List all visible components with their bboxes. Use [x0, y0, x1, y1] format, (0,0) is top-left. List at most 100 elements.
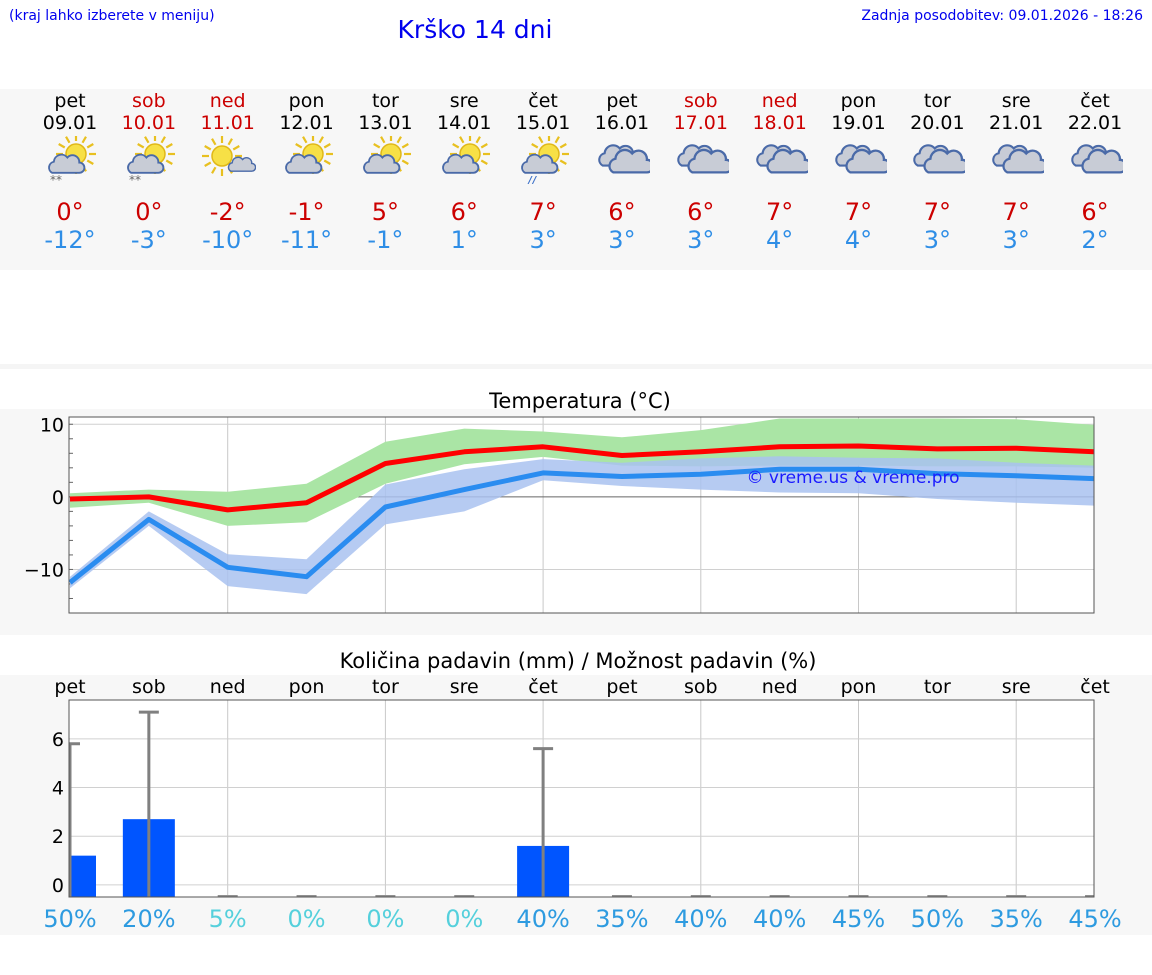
day-date: 12.01: [279, 112, 334, 134]
precip-bar: [69, 855, 96, 897]
precip-day-label: ned: [210, 676, 246, 698]
last-update: Zadnja posodobitev: 09.01.2026 - 18:26: [861, 8, 1143, 24]
watermark: © vreme.us & vreme.pro: [746, 468, 959, 488]
day-date: 14.01: [437, 112, 492, 134]
day-date: 18.01: [752, 112, 807, 134]
day-date: 11.01: [200, 112, 255, 134]
day-name: sre: [1001, 90, 1031, 112]
temp-max: 6°: [450, 198, 478, 226]
temp-min: 4°: [766, 226, 794, 254]
precip-day-label: tor: [372, 676, 399, 698]
precip-day-label: čet: [528, 676, 558, 698]
temperature-series-group: [69, 418, 1094, 595]
precip-day-label: pon: [841, 676, 877, 698]
temp-min: 3°: [608, 226, 636, 254]
day-name: tor: [371, 90, 399, 112]
precip-day-label: sob: [132, 676, 166, 698]
day-name: sre: [449, 90, 479, 112]
temp-max: 5°: [371, 198, 400, 226]
day-date: 16.01: [594, 112, 650, 134]
daily-forecast-strip: [0, 89, 1152, 270]
precip-probability: 35%: [595, 905, 648, 933]
temp-max: 7°: [766, 198, 794, 226]
day-name: pon: [288, 90, 325, 112]
day-name: čet: [528, 90, 558, 112]
precip-day-label: ned: [762, 676, 798, 698]
precip-day-label: pet: [606, 676, 637, 698]
temp-max: -1°: [288, 198, 325, 226]
partly-sunny-snow-icon: **: [126, 136, 175, 184]
precip-probability: 40%: [753, 905, 806, 933]
temp-max: 0°: [56, 198, 84, 226]
temperature-y-tick: −10: [24, 559, 64, 581]
temperature-chart-title: Temperatura (°C): [488, 389, 671, 413]
max-temp-line: [69, 443, 1094, 513]
temp-max: 6°: [608, 198, 636, 226]
precip-probability: 20%: [122, 905, 175, 933]
temp-max: 7°: [529, 198, 557, 226]
cloudy-icon: [834, 144, 887, 174]
charts-area: Temperatura (°C) −10 0 10 © vreme.us & vreme…: [0, 389, 1152, 935]
cloudy-icon: [598, 144, 650, 174]
precip-day-label: sre: [1002, 676, 1031, 698]
day-name: sob: [132, 90, 166, 112]
temp-min: 3°: [923, 226, 951, 254]
precip-probability: 0%: [366, 905, 404, 933]
precip-probability: 50%: [911, 905, 964, 933]
precip-probability: 5%: [209, 905, 247, 933]
day-date: 17.01: [673, 112, 728, 134]
day-date: 13.01: [358, 112, 413, 134]
temp-min: -1°: [367, 226, 404, 254]
precip-probability: 40%: [516, 905, 569, 933]
temp-max: 6°: [1081, 198, 1109, 226]
partly-sunny-icon: [442, 136, 491, 174]
partly-sunny-icon: [284, 136, 333, 174]
precip-y-tick: 2: [52, 826, 64, 848]
precip-day-label: sre: [450, 676, 479, 698]
temp-max: 7°: [923, 198, 951, 226]
precip-probability: 40%: [674, 905, 727, 933]
day-name: pon: [840, 90, 877, 112]
temp-max: 0°: [135, 198, 163, 226]
day-date: 21.01: [988, 112, 1044, 134]
precip-probability: 50%: [43, 905, 96, 933]
temperature-y-tick: 0: [52, 487, 64, 509]
precip-probability: 0%: [445, 905, 483, 933]
temp-min: -3°: [130, 226, 167, 254]
precip-chart-title: Količina padavin (mm) / Možnost padavin …: [340, 649, 817, 673]
temp-min: -11°: [280, 226, 333, 254]
precip-y-tick: 4: [52, 778, 64, 800]
divider: [0, 364, 1152, 369]
temp-max: 7°: [844, 198, 873, 226]
day-date: 15.01: [515, 112, 571, 134]
min-temp-line: [69, 466, 1094, 585]
day-name: tor: [923, 90, 951, 112]
temp-min: 1°: [450, 226, 478, 254]
day-name: pet: [54, 90, 86, 112]
cloudy-icon: [677, 144, 729, 174]
precip-probability: 45%: [1068, 905, 1121, 933]
temp-max: 7°: [1002, 198, 1030, 226]
precip-probability: 0%: [288, 905, 326, 933]
temp-min: 3°: [529, 226, 557, 254]
cloudy-icon: [755, 144, 808, 174]
cloudy-icon: [913, 144, 966, 174]
temp-min: 4°: [844, 226, 873, 254]
day-date: 22.01: [1067, 112, 1123, 134]
day-name: sob: [684, 90, 718, 112]
precip-series-group: [69, 710, 1094, 897]
temp-min: 3°: [1002, 226, 1030, 254]
sunny-small-cloud-icon: [201, 136, 256, 176]
temp-min: 2°: [1081, 226, 1109, 254]
temp-max: -2°: [209, 198, 246, 226]
precip-day-label: pet: [54, 676, 85, 698]
day-name: ned: [761, 90, 798, 112]
day-date: 10.01: [121, 112, 177, 134]
temp-max: 6°: [687, 198, 715, 226]
precip-day-label: čet: [1080, 676, 1110, 698]
svg-text:**: **: [50, 173, 62, 184]
location-hint[interactable]: (kraj lahko izberete v meniju): [9, 8, 215, 24]
precip-probability: 45%: [832, 905, 885, 933]
temperature-plot-frame: [68, 416, 1095, 614]
partly-sunny-snow-icon: **: [48, 136, 96, 184]
